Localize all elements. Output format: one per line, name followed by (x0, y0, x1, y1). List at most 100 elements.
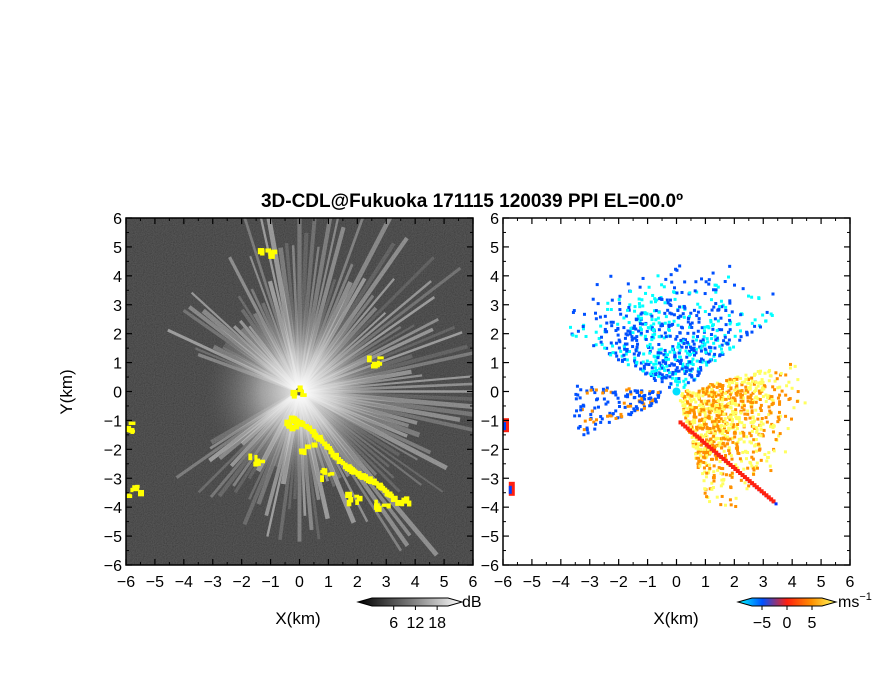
velocity-pixel (680, 367, 684, 371)
reflectivity-highlight-pixel (357, 472, 362, 479)
velocity-pixel (679, 314, 683, 318)
velocity-pixel (624, 352, 628, 356)
velocity-pixel (633, 389, 637, 393)
left-xtick-label: −2 (233, 574, 251, 591)
velocity-pixel (669, 323, 673, 327)
velocity-pixel (697, 460, 701, 464)
velocity-pixel (667, 371, 671, 375)
velocity-pixel (714, 417, 718, 421)
velocity-pixel (639, 391, 643, 395)
velocity-pixel (662, 375, 666, 379)
velocity-pixel (727, 446, 731, 450)
velocity-pixel (630, 335, 634, 339)
velocity-pixel (696, 465, 700, 469)
velocity-pixel (663, 321, 667, 325)
velocity-pixel (678, 331, 682, 335)
velocity-pixel (677, 369, 681, 373)
right-ytick-label: 4 (490, 269, 499, 286)
velocity-pixel (724, 453, 728, 457)
velocity-pixel (719, 454, 724, 459)
velocity-pixel (774, 502, 778, 506)
velocity-pixel (571, 310, 575, 314)
velocity-pixel (628, 330, 632, 334)
velocity-pixel (721, 432, 725, 436)
velocity-pixel (705, 440, 709, 444)
velocity-pixel (727, 395, 731, 399)
velocity-pixel (769, 395, 773, 399)
velocity-pixel (695, 338, 699, 342)
reflectivity-highlight-pixel (355, 499, 359, 505)
velocity-pixel (743, 391, 747, 395)
velocity-pixel (714, 302, 718, 306)
velocity-pixel (733, 397, 737, 401)
velocity-pixel (638, 305, 642, 309)
velocity-pixel (628, 350, 632, 354)
reflectivity-highlight-pixel (354, 494, 360, 498)
velocity-pixel (649, 312, 653, 316)
reflectivity-highlight-pixel (404, 496, 410, 503)
velocity-pixel (731, 425, 735, 429)
velocity-pixel (699, 454, 703, 458)
velocity-pixel (707, 385, 711, 389)
velocity-pixel (701, 387, 705, 391)
velocity-pixel (656, 351, 660, 355)
velocity-pixel (796, 378, 800, 382)
velocity-pixel (763, 371, 767, 375)
velocity-pixel (713, 445, 717, 449)
velocity-pixel (647, 397, 651, 401)
right-xtick-label: 0 (672, 574, 681, 591)
velocity-pixel (719, 424, 723, 428)
velocity-pixel (599, 415, 603, 419)
velocity-pixel (745, 435, 749, 439)
velocity-pixel (741, 396, 745, 400)
velocity-pixel (713, 430, 717, 434)
velocity-pixel (686, 363, 690, 367)
velocity-pixel (769, 411, 773, 415)
velocity-pixel (701, 405, 705, 409)
reflectivity-highlight-pixel (132, 485, 140, 492)
velocity-pixel (636, 342, 640, 346)
velocity-pixel (686, 388, 690, 392)
velocity-pixel (593, 391, 597, 395)
velocity-pixel (703, 491, 707, 495)
velocity-pixel (740, 380, 744, 384)
velocity-pixel (790, 386, 794, 390)
velocity-pixel (585, 426, 589, 430)
velocity-pixel (726, 431, 730, 435)
velocity-pixel (776, 420, 780, 424)
velocity-pixel (695, 434, 700, 439)
velocity-pixel (645, 371, 649, 375)
velocity-pixel (656, 395, 660, 399)
velocity-pixel (770, 402, 774, 406)
velocity-pixel (719, 484, 723, 488)
velocity-pixel (703, 410, 707, 414)
velocity-pixel (699, 339, 703, 343)
velocity-pixel (732, 423, 736, 427)
velocity-pixel (767, 413, 771, 417)
velocity-pixel (594, 317, 598, 321)
velocity-pixel (745, 457, 749, 461)
velocity-pixel (718, 431, 722, 435)
velocity-pixel (740, 383, 744, 387)
velocity-pixel (724, 404, 728, 408)
velocity-pixel (688, 403, 692, 407)
velocity-pixel (652, 362, 656, 366)
velocity-pixel (695, 359, 699, 363)
velocity-pixel (637, 351, 641, 355)
velocity-pixel (575, 409, 579, 413)
velocity-pixel (738, 338, 742, 342)
velocity-pixel (695, 314, 699, 318)
velocity-pixel (614, 351, 618, 355)
velocity-pixel (704, 461, 708, 465)
velocity-pixel (638, 400, 642, 404)
velocity-pixel (739, 392, 743, 396)
velocity-pixel (660, 364, 664, 368)
velocity-pixel (609, 353, 613, 357)
velocity-pixel (728, 498, 732, 502)
velocity-pixel (668, 375, 672, 379)
velocity-pixel (663, 351, 667, 355)
velocity-pixel (662, 285, 666, 289)
velocity-pixel (771, 423, 775, 427)
velocity-pixel (730, 310, 734, 314)
velocity-pixel (706, 340, 710, 344)
